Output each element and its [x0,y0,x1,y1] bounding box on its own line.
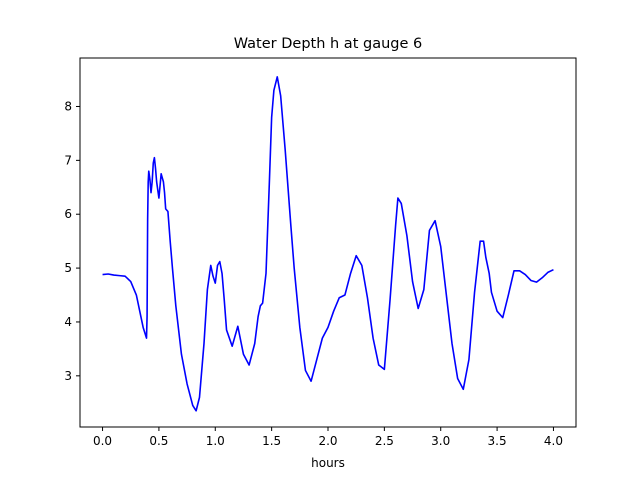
chart-title: Water Depth h at gauge 6 [234,36,422,52]
x-tick-label: 4.0 [544,434,563,448]
y-tick-label: 8 [64,99,72,113]
x-axis-label: hours [311,456,345,470]
x-tick-label: 2.0 [318,434,337,448]
y-tick-label: 3 [64,369,72,383]
x-tick-label: 1.0 [206,434,225,448]
x-tick-label: 3.0 [431,434,450,448]
series-line-0 [102,76,554,412]
x-tick-label: 2.5 [375,434,394,448]
x-tick-label: 0.0 [93,434,112,448]
y-tick-label: 4 [64,315,72,329]
y-tick-label: 5 [64,261,72,275]
y-tick-label: 7 [64,153,72,167]
y-tick-label: 6 [64,207,72,221]
x-tick-label: 0.5 [149,434,168,448]
x-tick-label: 3.5 [488,434,507,448]
x-tick-label: 1.5 [262,434,281,448]
